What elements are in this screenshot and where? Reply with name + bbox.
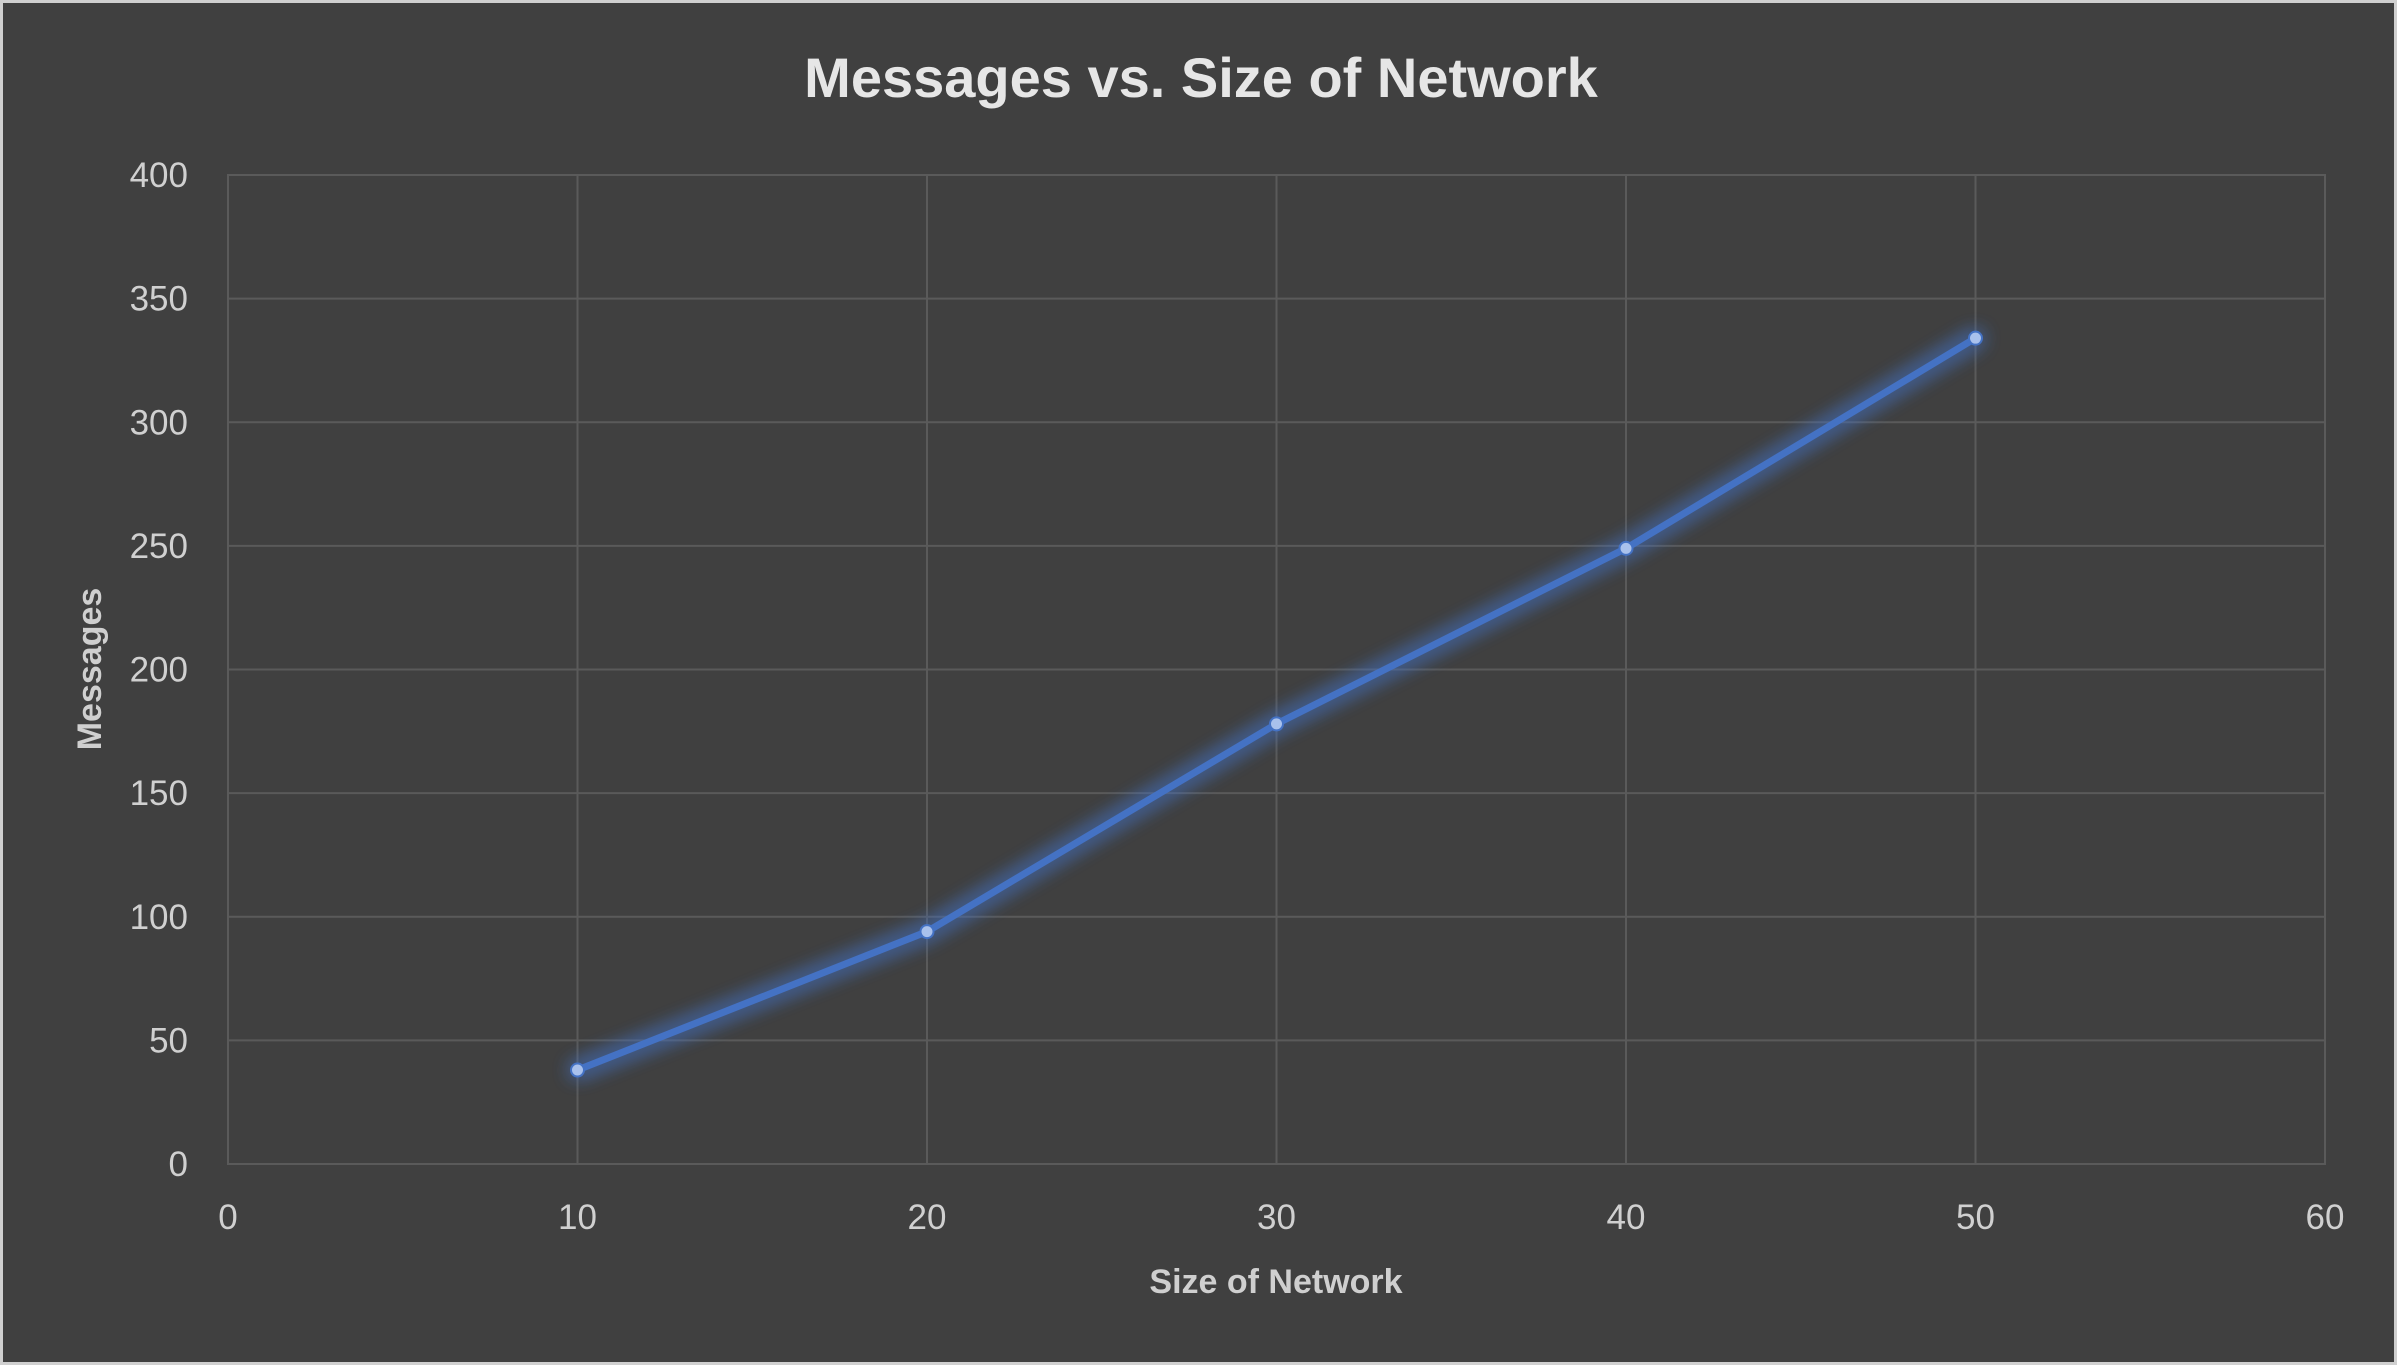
- x-axis-title: Size of Network: [1149, 1263, 1402, 1301]
- series-group: [569, 330, 1984, 1079]
- data-point[interactable]: [1618, 540, 1634, 556]
- data-point[interactable]: [570, 1062, 585, 1078]
- x-tick-label: 10: [558, 1198, 597, 1237]
- x-tick-label: 50: [1956, 1198, 1995, 1237]
- y-tick-label: 150: [130, 774, 188, 813]
- data-point[interactable]: [919, 924, 935, 940]
- x-tick-label: 0: [218, 1198, 237, 1237]
- x-tick-label: 30: [1257, 1198, 1296, 1237]
- data-point[interactable]: [1269, 716, 1284, 732]
- y-tick-label: 50: [149, 1021, 188, 1060]
- y-tick-label: 200: [130, 651, 188, 690]
- y-tick-label: 0: [169, 1145, 188, 1184]
- chart-title: Messages vs. Size of Network: [804, 46, 1599, 109]
- y-tick-label: 400: [130, 156, 188, 195]
- y-tick-label: 250: [130, 527, 188, 566]
- x-tick-label: 20: [908, 1198, 947, 1237]
- x-tick-label: 40: [1607, 1198, 1646, 1237]
- grid-lines: [227, 174, 2326, 1165]
- y-axis-ticks: 0 50 100 150 200 250 300 350 400: [130, 156, 188, 1184]
- plot-area-border: [227, 174, 2326, 1165]
- y-tick-label: 350: [130, 280, 188, 319]
- x-tick-label: 60: [2306, 1198, 2345, 1237]
- y-axis-title: Messages: [71, 588, 109, 751]
- y-tick-label: 300: [130, 403, 188, 442]
- data-point[interactable]: [1968, 330, 1983, 346]
- y-tick-label: 100: [130, 898, 188, 937]
- x-axis-ticks: 0 10 20 30 40 50 60: [218, 1198, 2344, 1237]
- line-chart: Messages vs. Size of Network 05010015020…: [71, 46, 2344, 1301]
